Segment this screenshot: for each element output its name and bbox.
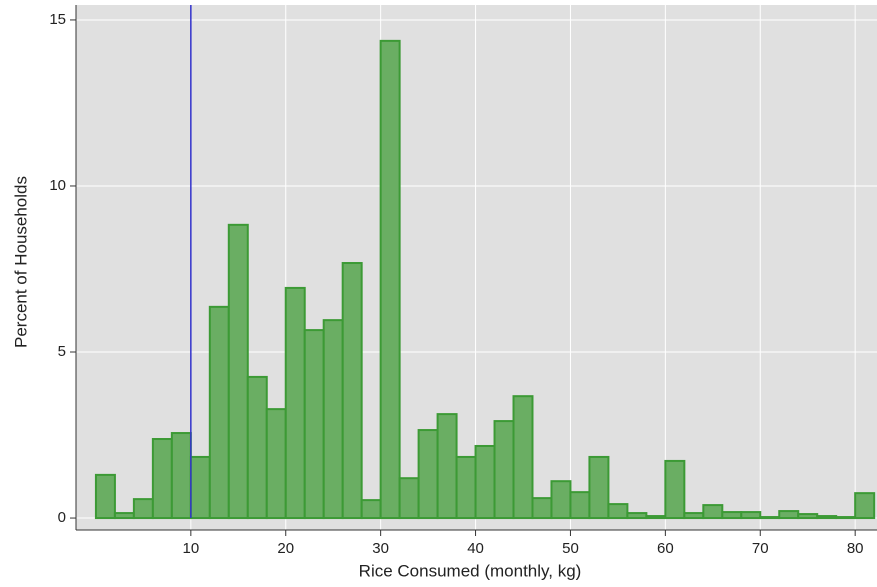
bar [683, 512, 705, 520]
bar [664, 459, 686, 520]
bar [151, 438, 173, 520]
x-axis-title: Rice Consumed (monthly, kg) [359, 561, 582, 580]
x-tick-label: 60 [657, 540, 674, 557]
bar [208, 305, 230, 520]
bar [854, 492, 876, 520]
x-tick-label: 40 [467, 540, 484, 557]
bar [341, 262, 363, 520]
bar [455, 455, 477, 520]
bar [322, 319, 344, 520]
bar [436, 413, 458, 520]
bar [94, 473, 116, 520]
bar [626, 512, 648, 520]
bar [835, 516, 857, 520]
bar [702, 504, 724, 520]
bar [170, 432, 192, 520]
y-axis-title: Percent of Households [11, 176, 30, 348]
bar [398, 477, 420, 520]
bar [417, 429, 439, 520]
bar [227, 223, 249, 520]
bar [816, 515, 838, 520]
bar [588, 455, 610, 520]
y-tick-label: 15 [49, 11, 66, 28]
x-tick-label: 80 [847, 540, 864, 557]
bar [303, 329, 325, 520]
bar [246, 375, 268, 520]
x-tick-label: 50 [562, 540, 579, 557]
bar [379, 39, 401, 520]
bar [493, 420, 515, 520]
bar [759, 516, 781, 520]
x-tick-label: 30 [372, 540, 389, 557]
bar [740, 511, 762, 520]
bar [132, 498, 154, 520]
bar [284, 286, 306, 520]
bar [778, 510, 800, 520]
y-tick-label: 5 [58, 343, 66, 360]
bar [645, 515, 667, 520]
bar [531, 497, 553, 520]
bar [721, 511, 743, 520]
bar [265, 408, 287, 520]
y-tick-label: 10 [49, 177, 66, 194]
x-tick-label: 10 [182, 540, 199, 557]
x-tick-label: 70 [752, 540, 769, 557]
bar [797, 513, 819, 520]
bar [512, 395, 534, 520]
bar [113, 512, 135, 520]
x-tick-label: 20 [277, 540, 294, 557]
y-tick-label: 0 [58, 509, 66, 526]
bar [189, 455, 211, 520]
bar [474, 444, 496, 520]
bar [607, 503, 629, 520]
bar [360, 499, 382, 520]
bar [569, 491, 591, 520]
bar [550, 480, 572, 520]
